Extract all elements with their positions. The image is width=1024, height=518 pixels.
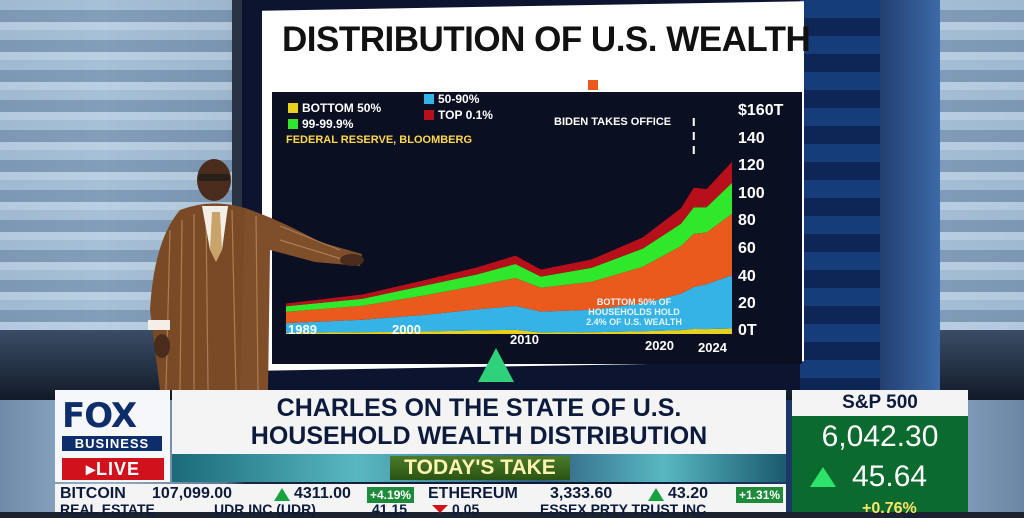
stacked-area-chart [286, 118, 732, 334]
live-badge: ▸LIVE [62, 458, 164, 480]
headline-banner: CHARLES ON THE STATE OF U.S. HOUSEHOLD W… [172, 390, 786, 454]
headline-line-1: CHARLES ON THE STATE OF U.S. [276, 394, 682, 422]
ticker-price: 41.15 [372, 501, 408, 517]
chart-source: FEDERAL RESERVE, BLOOMBERG [286, 134, 473, 146]
x-tick-label: 2000 [392, 322, 421, 337]
y-tick-label: 40 [738, 268, 756, 285]
legend-label: 50-90% [438, 92, 480, 106]
legend-label: TOP 0.1% [438, 108, 493, 122]
legend-label: BOTTOM 50% [302, 101, 382, 115]
y-tick-label: 0T [738, 322, 757, 339]
y-tick-label: 80 [738, 212, 756, 229]
x-tick-label: 2010 [510, 332, 539, 347]
up-arrow-icon [274, 488, 290, 501]
ticker-percent: +4.19% [367, 487, 415, 503]
legend-swatch [424, 110, 434, 120]
x-tick-label: 1989 [288, 322, 317, 337]
area-series-50-90- [286, 275, 732, 333]
screen-frame-right [880, 0, 940, 390]
ticker-price: 3,333.60 [550, 485, 613, 502]
live-label: LIVE [96, 459, 141, 479]
y-tick-label: 20 [738, 295, 756, 312]
ticker-change: 43.20 [668, 485, 709, 502]
legend-swatch [588, 80, 598, 90]
y-tick-label: 140 [738, 130, 765, 147]
show-name: TODAY'S TAKE [390, 456, 570, 480]
legend-swatch [288, 103, 298, 113]
legend-label: 90-99% [602, 78, 644, 92]
legend-item: TOP 0.1% [424, 108, 493, 122]
up-arrow-icon [648, 488, 664, 501]
x-tick-label: 2020 [645, 338, 674, 353]
area-series-90-99- [286, 213, 732, 324]
ticker-change: 4311.00 [294, 485, 351, 502]
headline-line-2: HOUSEHOLD WEALTH DISTRIBUTION [250, 422, 708, 450]
legend-swatch [288, 119, 298, 129]
chart-annotation-bottom50: BOTTOM 50% OF HOUSEHOLDS HOLD 2.4% OF U.… [586, 297, 682, 327]
index-change: 45.64 [852, 460, 928, 493]
ticker-price: 107,099.00 [152, 485, 233, 502]
screen-frame-left [232, 0, 242, 390]
ticker-change: 0.05 [452, 501, 480, 517]
ticker-symbol: UDR INC (UDR) [214, 501, 316, 517]
ticker-row-1 [55, 484, 786, 503]
ticker-category: REAL ESTATE [60, 501, 155, 517]
y-tick-label: $160T [738, 102, 784, 119]
network-logo: FOX [62, 396, 137, 436]
index-label: S&P 500 [792, 390, 968, 416]
legend-label: 99-99.9% [302, 117, 354, 131]
presenter [148, 159, 364, 390]
y-tick-label: 60 [738, 240, 756, 257]
legend-item: 99-99.9% [288, 117, 353, 131]
chart-annotation-biden: BIDEN TAKES OFFICE [554, 116, 672, 128]
ticker-symbol: ETHEREUM [428, 485, 518, 502]
y-tick-label: 100 [738, 185, 765, 202]
legend-item: 90-99% [588, 78, 643, 92]
index-value: 6,042.30 [821, 420, 939, 453]
studio-wall-right [940, 0, 1024, 380]
up-arrow-icon [810, 467, 836, 487]
down-arrow-icon [432, 505, 448, 513]
video-wall-decoration [800, 0, 880, 390]
ticker-row-2 [55, 503, 786, 512]
legend-item: BOTTOM 50% [288, 101, 381, 115]
chart-title: DISTRIBUTION OF U.S. WEALTH [282, 20, 811, 59]
legend-item: 50-90% [424, 92, 479, 106]
y-tick-label: 120 [738, 157, 765, 174]
ticker-symbol: BITCOIN [60, 485, 126, 502]
legend-swatch [424, 94, 434, 104]
area-series-bottom-50- [286, 328, 732, 334]
ticker-symbol: ESSEX PRTY TRUST INC [540, 501, 707, 517]
index-panel [792, 416, 968, 512]
network-logo-sub: BUSINESS [62, 436, 162, 451]
x-tick-label: 2024 [698, 340, 727, 355]
ticker-percent: +1.31% [736, 487, 784, 503]
floor-pointer-marker [478, 348, 514, 382]
index-percent: +0.76% [862, 500, 917, 517]
